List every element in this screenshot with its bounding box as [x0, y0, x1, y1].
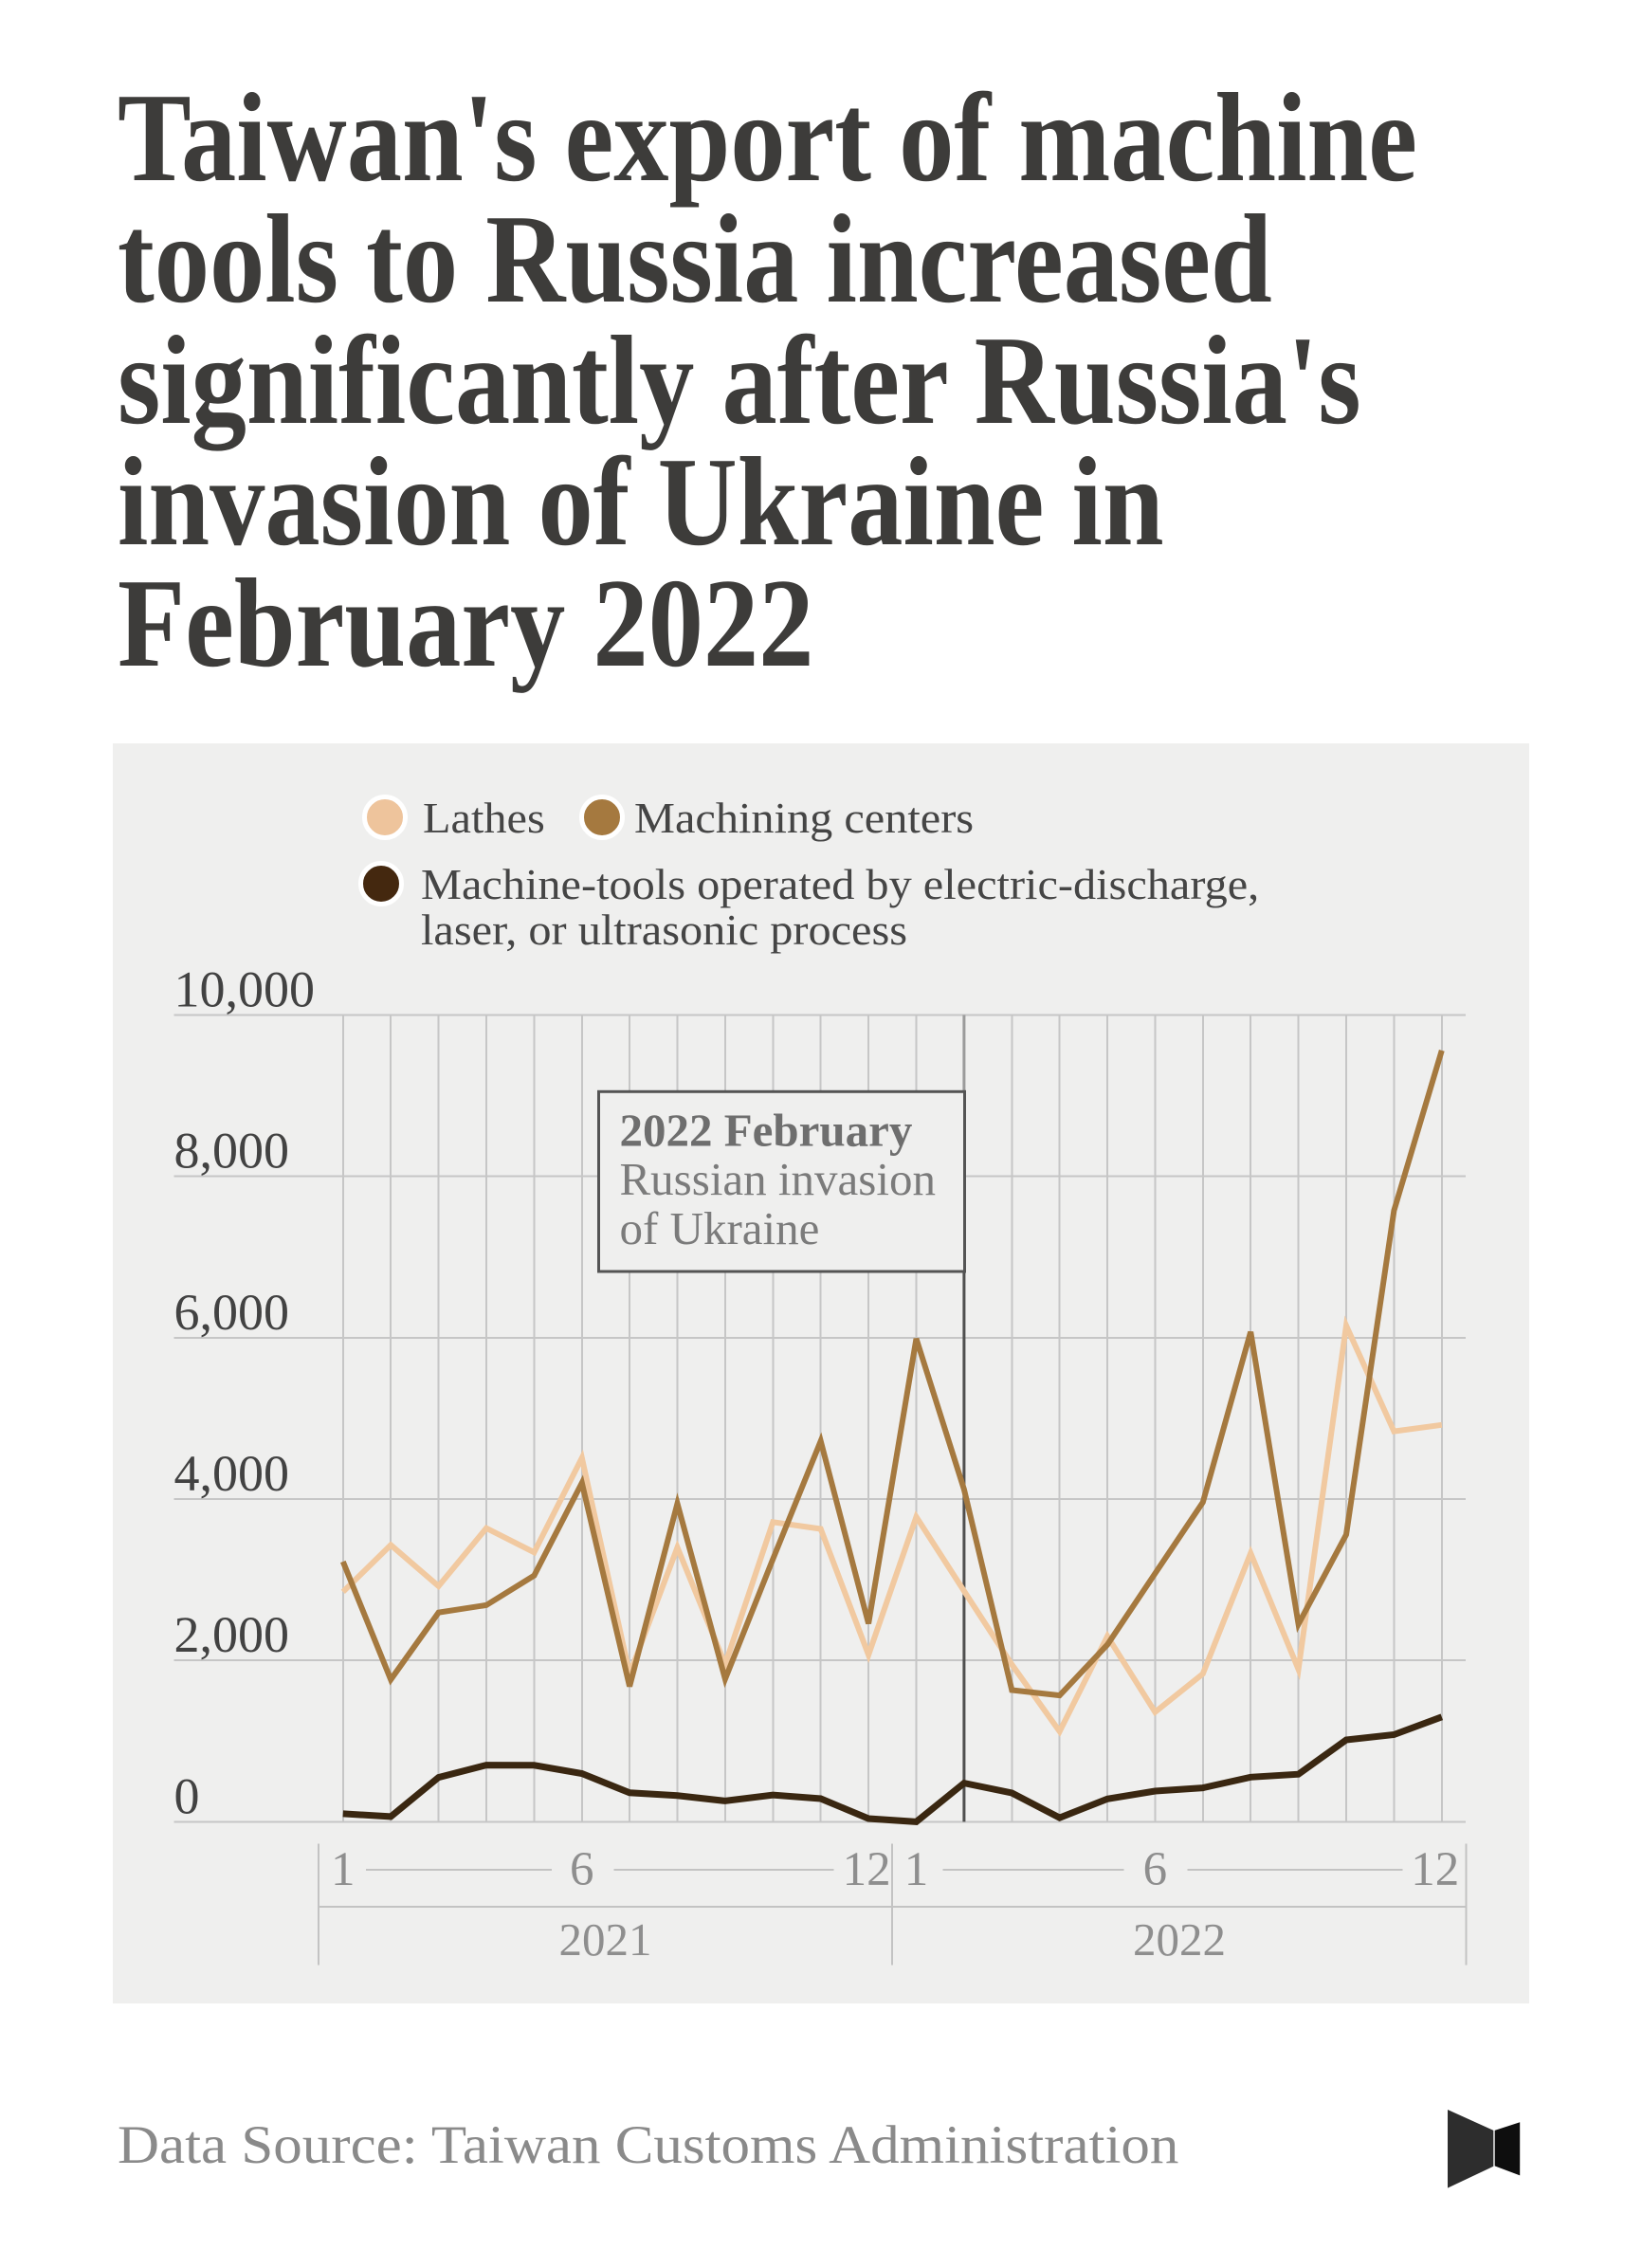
svg-text:2021: 2021	[559, 1913, 652, 1966]
svg-text:0: 0	[174, 1767, 200, 1824]
svg-text:1: 1	[904, 1843, 929, 1896]
svg-text:2022 February: 2022 February	[620, 1105, 913, 1157]
svg-text:4,000: 4,000	[174, 1445, 290, 1502]
svg-text:10,000: 10,000	[174, 961, 316, 1018]
svg-text:6: 6	[570, 1843, 594, 1896]
svg-text:6,000: 6,000	[174, 1284, 290, 1341]
svg-text:8,000: 8,000	[174, 1123, 290, 1180]
svg-text:2,000: 2,000	[174, 1606, 290, 1663]
svg-text:12: 12	[1411, 1843, 1459, 1896]
svg-text:12: 12	[843, 1843, 891, 1896]
svg-text:of Ukraine: of Ukraine	[620, 1202, 820, 1254]
svg-text:6: 6	[1143, 1843, 1168, 1896]
svg-text:2022: 2022	[1133, 1913, 1226, 1966]
svg-text:Russian invasion: Russian invasion	[620, 1153, 936, 1205]
svg-text:1: 1	[331, 1843, 356, 1896]
